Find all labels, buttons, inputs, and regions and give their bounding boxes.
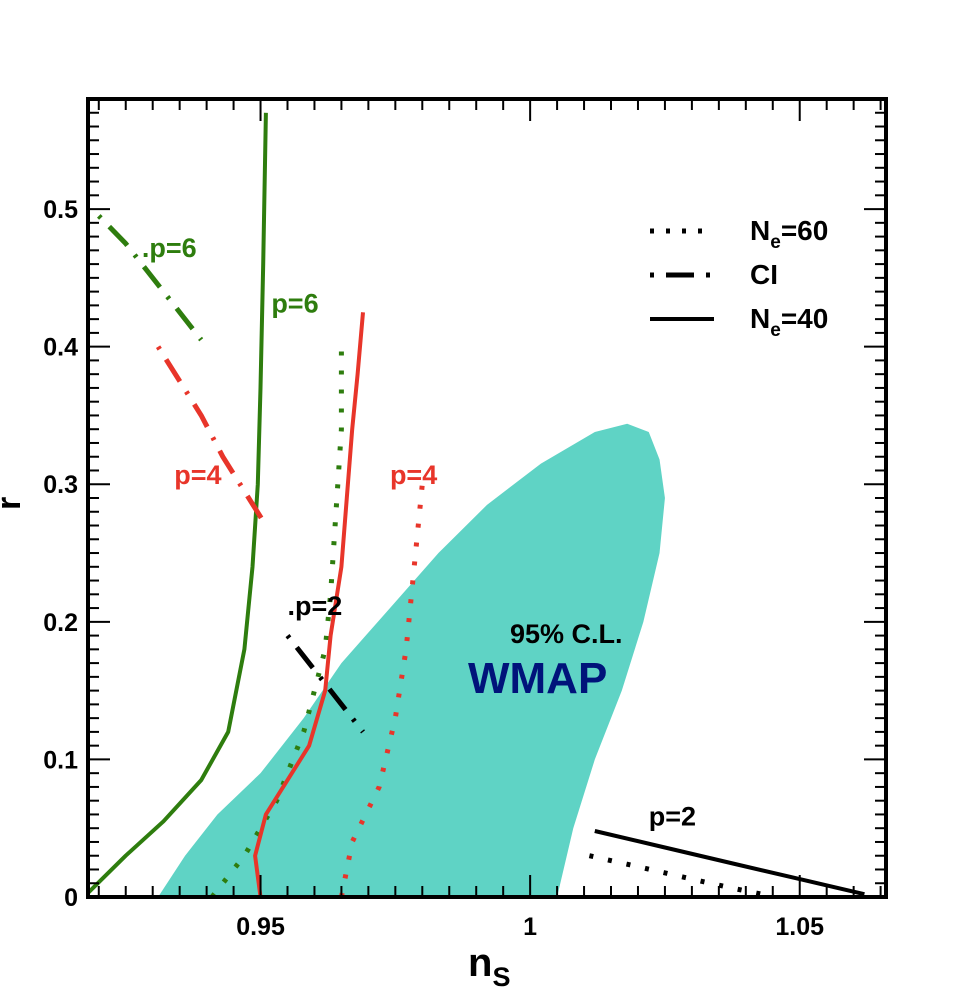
annotation-p-4: p=4 (174, 460, 221, 490)
series-p-2-ci (285, 634, 365, 734)
y-tick-label: 0.1 (43, 746, 78, 774)
annotation-p-6: p=6 (271, 288, 318, 318)
region-label: WMAP (468, 654, 607, 703)
legend-label-ne40: Ne=40 (750, 303, 828, 341)
plot-frame (86, 97, 888, 899)
legend: Ne=60 CI Ne=40 (650, 215, 828, 341)
annotation-p-4: p=4 (390, 460, 437, 490)
wmap-95cl-region (158, 423, 665, 897)
y-tick-label: 0 (64, 884, 78, 912)
x-tick-label: 1 (523, 913, 537, 941)
series-p-4-n-e-40 (253, 312, 365, 898)
region-sublabel: 95% C.L. (510, 619, 623, 649)
series-p-6-ci (97, 214, 204, 342)
series-layer (86, 112, 865, 899)
y-tick-label: 0.5 (43, 196, 78, 224)
tick-label-layer: 0.95 1 1.05 0 0.1 0.2 0.3 0.4 0.5 (43, 196, 824, 941)
annotation-layer: .p=6 p=6 p=4 p=4 .p=2 p=2 (142, 233, 696, 831)
series-p-4-ci (155, 345, 269, 527)
y-tick-label: 0.4 (43, 334, 78, 362)
wmap-region-layer (158, 423, 665, 897)
y-axis-title: r (0, 497, 28, 510)
x-tick-label: 0.95 (236, 913, 285, 941)
annotation-p-2: p=2 (649, 801, 696, 831)
x-tick-label: 1.05 (775, 913, 824, 941)
y-tick-label: 0.3 (43, 471, 78, 499)
y-tick-label: 0.2 (43, 609, 78, 637)
series-p-2-n-e-40 (594, 829, 865, 897)
series-p-6-n-e-40 (86, 112, 268, 895)
legend-label-ci: CI (750, 259, 778, 290)
x-axis-title: nS (468, 941, 510, 992)
legend-label-ne60: Ne=60 (750, 215, 828, 253)
annotation-p-6: .p=6 (142, 233, 197, 263)
annotation-p-2: .p=2 (288, 591, 343, 621)
